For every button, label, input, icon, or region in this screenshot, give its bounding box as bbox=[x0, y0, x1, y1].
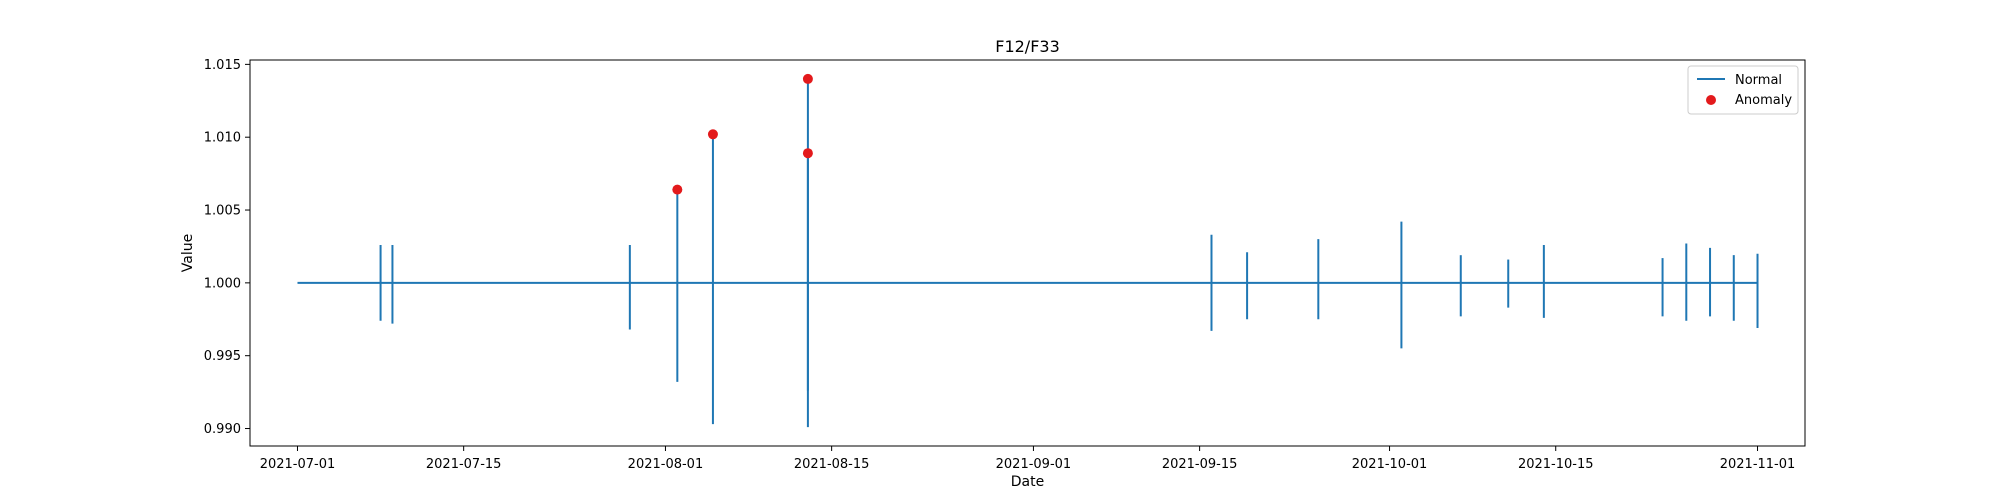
y-tick-label: 1.015 bbox=[204, 58, 241, 73]
x-tick-label: 2021-07-01 bbox=[260, 457, 336, 472]
y-tick-label: 1.005 bbox=[204, 204, 241, 219]
x-tick-label: 2021-11-01 bbox=[1720, 457, 1796, 472]
y-axis: 0.990 0.995 1.000 1.005 1.010 1.015 bbox=[204, 58, 250, 437]
plot-area bbox=[297, 73, 1759, 428]
x-tick-label: 2021-09-15 bbox=[1162, 457, 1238, 472]
anomaly-point bbox=[672, 184, 683, 195]
x-axis: 2021-07-01 2021-07-15 2021-08-01 2021-08-15… bbox=[260, 446, 1796, 472]
plot-frame bbox=[249, 59, 1806, 447]
anomaly-point bbox=[707, 129, 718, 140]
y-tick-label: 1.010 bbox=[204, 131, 241, 146]
y-tick-label: 0.995 bbox=[204, 349, 241, 364]
x-tick-label: 2021-10-01 bbox=[1352, 457, 1428, 472]
y-axis-title: Value bbox=[180, 234, 196, 272]
x-tick-label: 2021-07-15 bbox=[426, 457, 502, 472]
x-tick-label: 2021-10-15 bbox=[1518, 457, 1594, 472]
x-tick-label: 2021-08-01 bbox=[628, 457, 704, 472]
x-tick-label: 2021-08-15 bbox=[794, 457, 870, 472]
chart-title: F12/F33 bbox=[995, 37, 1060, 56]
x-tick-label: 2021-09-01 bbox=[996, 457, 1072, 472]
y-tick-label: 0.990 bbox=[204, 422, 241, 437]
anomaly-point bbox=[802, 148, 813, 159]
y-tick-label: 1.000 bbox=[204, 276, 241, 291]
x-axis-title: Date bbox=[1011, 474, 1044, 490]
legend-anomaly-label: Anomaly bbox=[1735, 93, 1792, 108]
legend: Normal Anomaly bbox=[1687, 65, 1799, 115]
anomaly-point bbox=[802, 73, 813, 84]
legend-anomaly-swatch bbox=[1706, 95, 1716, 105]
legend-normal-label: Normal bbox=[1735, 73, 1782, 88]
